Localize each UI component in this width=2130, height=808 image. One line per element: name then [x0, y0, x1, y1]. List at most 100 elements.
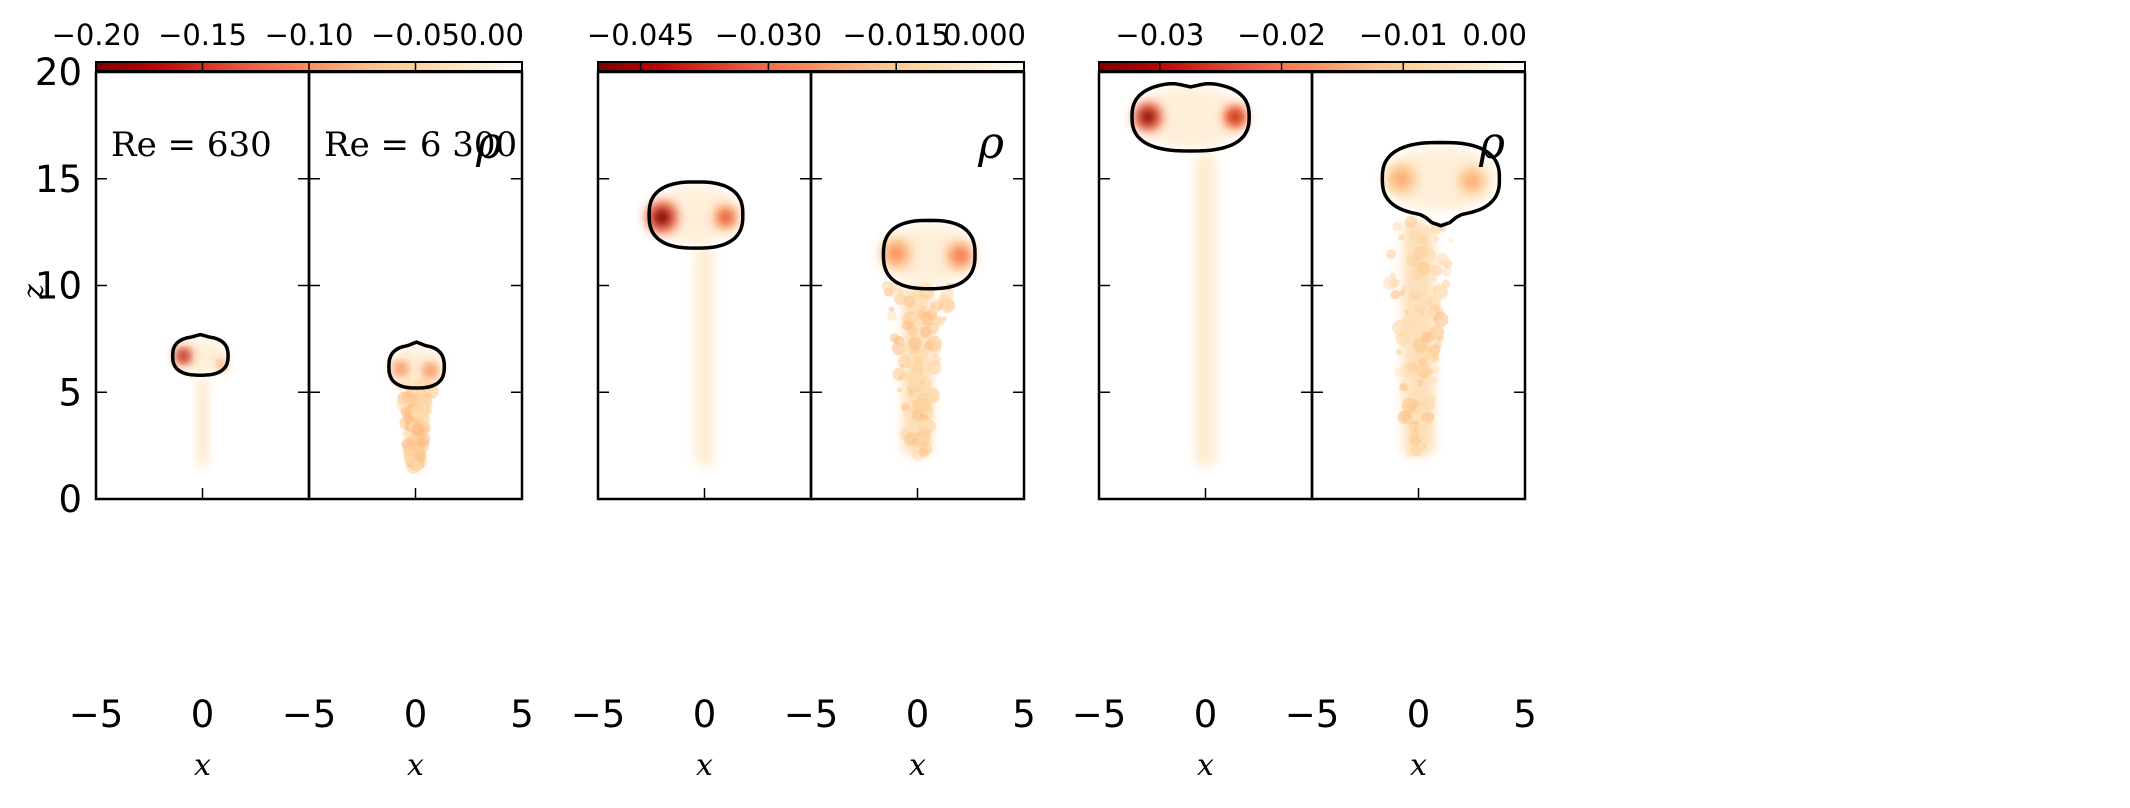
debris-blob	[920, 305, 926, 311]
x-tick-label: −5	[571, 693, 626, 736]
debris-blob	[918, 368, 924, 374]
x-axis-label: x	[194, 748, 211, 783]
colorbar-tick-label: −0.045	[587, 18, 694, 52]
x-axis-label: x	[1197, 748, 1214, 783]
debris-blob	[1406, 418, 1412, 424]
x-tick-label: 5	[510, 693, 534, 736]
colorbar	[597, 61, 1025, 72]
debris-blob	[1401, 314, 1418, 331]
y-tick-label: 5	[58, 371, 82, 414]
debris-blob	[887, 311, 898, 322]
debris-blob	[920, 326, 932, 338]
debris-blob	[908, 336, 922, 350]
debris-blob	[1438, 258, 1445, 265]
x-tick-label: −5	[1072, 693, 1127, 736]
debris-blob	[911, 409, 924, 422]
vortex-core	[653, 208, 671, 226]
panel-t3-1: −5 0 x	[1072, 70, 1314, 783]
vortex-core	[1392, 170, 1410, 188]
debris-blob	[1412, 304, 1422, 313]
x-tick-label: 0	[404, 693, 428, 736]
debris-blob	[910, 364, 921, 375]
y-axis-label: z	[17, 284, 50, 300]
bubble-contour	[1130, 81, 1251, 153]
x-tick-label: −5	[784, 693, 839, 736]
debris-blob	[908, 389, 914, 395]
wake-plume	[197, 377, 208, 467]
x-axis-label: x	[1410, 748, 1427, 783]
debris-blob	[1441, 266, 1452, 277]
debris-blob	[1433, 236, 1439, 242]
debris-blob	[1429, 376, 1438, 385]
x-tick-label: 0	[1407, 693, 1431, 736]
debris-blob	[1419, 311, 1425, 316]
colorbar-tick-label: −0.030	[715, 18, 822, 52]
debris-blob	[1395, 349, 1402, 356]
wake-plume	[1194, 153, 1217, 467]
x-tick-label: 5	[1012, 693, 1036, 736]
debris-blob	[405, 447, 415, 457]
debris-blob	[1405, 452, 1412, 458]
debris-blob	[411, 422, 425, 436]
debris-blob	[890, 286, 904, 300]
debris-blob	[1421, 244, 1431, 254]
debris-blob	[1433, 311, 1449, 328]
debris-blob	[1386, 249, 1397, 260]
reynolds-label: Re = 630	[111, 125, 272, 165]
debris-blob	[1404, 215, 1418, 229]
vortex-core	[952, 247, 968, 264]
debris-blob	[1441, 279, 1451, 288]
debris-blob	[1400, 362, 1416, 378]
panel-t2-2: −5 0 5 x ρ	[784, 70, 1036, 783]
debris-blob	[1430, 264, 1443, 277]
debris-blob	[926, 335, 943, 352]
reynolds-label: Re = 6 300	[324, 125, 517, 165]
debris-blob	[1398, 234, 1405, 241]
debris-blob	[1399, 382, 1408, 392]
debris-blob	[929, 308, 938, 317]
bubble-contour	[170, 332, 230, 377]
debris-blob	[899, 363, 904, 368]
colorbar	[1098, 61, 1526, 72]
debris-blob	[913, 375, 930, 391]
colorbar-tick-label: 0.00	[459, 18, 524, 52]
debris-blob	[1418, 339, 1425, 345]
debris-blob	[1431, 276, 1437, 282]
colorbar-tick-label: 0.000	[943, 18, 1026, 52]
colorbar-tick-label: −0.03	[1115, 18, 1204, 52]
debris-blob	[918, 447, 929, 457]
variable-symbol: ρ	[1478, 118, 1505, 169]
debris-blob	[903, 409, 915, 421]
debris-blob	[1389, 272, 1396, 279]
colorbar-tick-label: −0.20	[52, 18, 141, 52]
y-tick-label: 20	[35, 51, 82, 94]
bubble-contour	[647, 180, 745, 250]
x-tick-label: −5	[1285, 693, 1340, 736]
vortex-core	[218, 361, 225, 368]
debris-blob	[409, 457, 418, 466]
debris-blob	[1382, 276, 1397, 291]
bubble-interior	[1134, 86, 1247, 148]
debris-blob	[419, 447, 425, 453]
debris-blob	[917, 347, 928, 359]
panel-group-t3: −0.03 −0.02 −0.01 0.00 −5 0 x −5 0 5 x ρ	[1072, 18, 1537, 783]
debris-blob	[1417, 379, 1424, 386]
variable-symbol: ρ	[977, 118, 1004, 169]
y-tick-label: 10	[35, 265, 82, 308]
debris-blob	[1433, 366, 1440, 373]
vortex-core	[395, 363, 406, 374]
debris-blob	[1418, 385, 1424, 392]
debris-blob	[1425, 347, 1433, 355]
debris-blob	[1426, 254, 1437, 265]
vortex-core	[1140, 109, 1156, 125]
vortex-core	[1464, 173, 1480, 189]
debris-blob	[1408, 423, 1416, 432]
debris-blob	[1408, 230, 1422, 243]
debris-blob	[1421, 443, 1427, 448]
debris-blob	[1410, 286, 1420, 297]
y-tick-label: 15	[35, 158, 82, 201]
debris-blob	[1394, 368, 1404, 378]
debris-blob	[1398, 290, 1405, 297]
